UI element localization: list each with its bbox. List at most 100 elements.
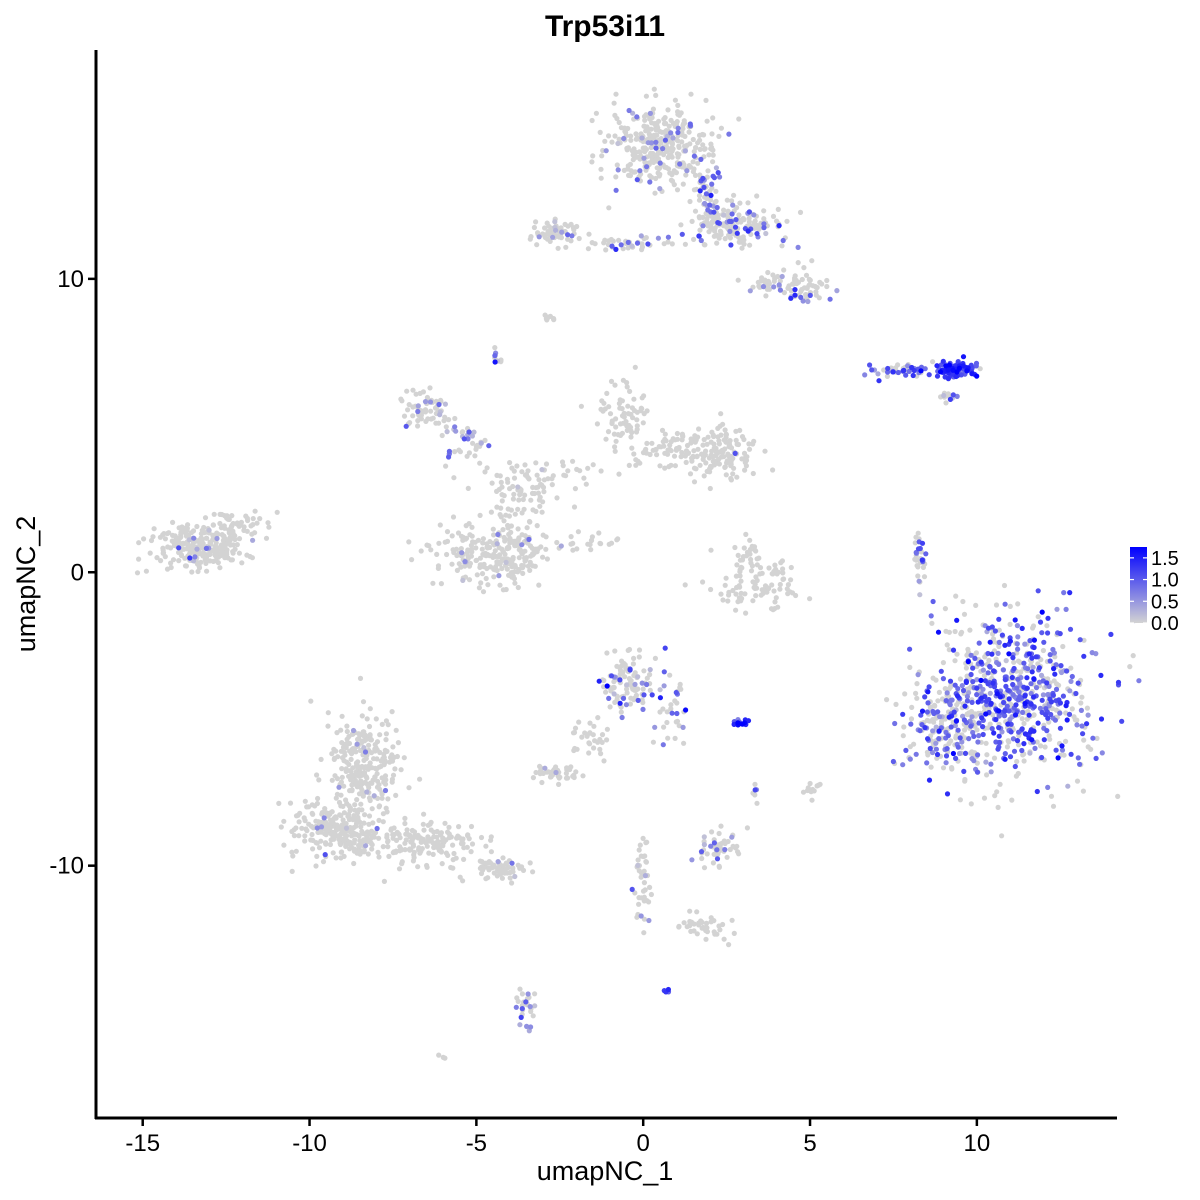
cell-point: [312, 803, 318, 809]
expressing-cell-point: [945, 733, 951, 739]
cell-point: [1074, 778, 1081, 784]
cell-point: [623, 666, 629, 672]
cell-point: [679, 449, 685, 456]
cell-point: [1050, 803, 1057, 809]
expressing-cell-point: [615, 167, 621, 173]
expressing-cell-point: [933, 724, 939, 730]
cell-point: [643, 93, 650, 99]
cell-point: [691, 928, 697, 934]
expressing-cell-point: [732, 224, 739, 230]
cell-point: [668, 439, 674, 445]
expressing-cell-point: [698, 237, 704, 244]
expressing-cell-point: [512, 873, 518, 880]
cell-point: [409, 837, 415, 844]
expressing-cell-point: [1002, 756, 1008, 762]
expressing-cell-point: [459, 550, 465, 556]
cell-point: [511, 468, 517, 474]
expressing-cell-point: [634, 177, 640, 183]
cell-point: [643, 446, 649, 452]
cell-point: [986, 657, 992, 664]
cell-point: [648, 174, 655, 180]
cell-point: [597, 540, 603, 546]
cell-point: [575, 529, 582, 535]
cell-point: [541, 477, 548, 483]
expressing-cell-point: [751, 212, 757, 218]
expressing-cell-point: [192, 554, 198, 560]
cell-point: [591, 723, 597, 729]
cell-point: [451, 475, 457, 481]
cell-point: [691, 921, 697, 927]
cell-point: [587, 720, 593, 726]
cell-point: [773, 566, 779, 573]
cell-point: [314, 772, 320, 778]
expressing-cell-point: [954, 393, 960, 399]
cell-point: [742, 591, 748, 597]
expressing-cell-point: [760, 284, 767, 290]
expressing-cell-point: [1002, 642, 1008, 648]
cell-point: [633, 131, 639, 137]
cell-point: [458, 533, 465, 539]
cell-point: [601, 400, 607, 406]
cell-point: [590, 153, 596, 159]
cell-point: [489, 480, 495, 486]
cell-point: [479, 546, 485, 552]
cell-point: [725, 838, 731, 845]
cell-point: [466, 577, 473, 583]
cell-point: [1038, 743, 1044, 749]
cell-point: [302, 818, 308, 824]
cell-point: [588, 547, 594, 553]
expressing-cell-point: [991, 730, 997, 736]
expressing-cell-point: [788, 295, 794, 301]
expressing-cell-point: [930, 598, 936, 605]
expressing-cell-point: [968, 671, 974, 678]
cell-point: [613, 174, 619, 180]
cell-point: [443, 424, 449, 430]
cell-point: [402, 815, 408, 822]
cell-point: [598, 175, 604, 181]
cell-point: [700, 442, 706, 448]
cell-point: [824, 277, 830, 284]
cell-point: [697, 227, 703, 233]
cell-point: [378, 763, 384, 770]
expressing-cell-point: [916, 578, 922, 584]
cell-point: [440, 843, 446, 849]
cell-point: [530, 1013, 536, 1019]
cell-point: [762, 583, 769, 589]
expressing-cell-point: [1015, 634, 1021, 640]
expressing-cell-point: [999, 632, 1006, 638]
cell-point: [648, 126, 654, 132]
cell-point: [390, 744, 396, 750]
cell-point: [625, 403, 631, 409]
cell-point: [571, 227, 577, 233]
expressing-cell-point: [989, 651, 995, 657]
expressing-cell-point: [925, 700, 931, 706]
cell-point: [218, 552, 224, 559]
expressing-cell-point: [1014, 738, 1021, 744]
cell-point: [505, 864, 511, 870]
cell-point: [200, 550, 206, 557]
cell-point: [143, 568, 149, 574]
colorbar-tick-label: 0.0: [1151, 613, 1179, 635]
expressing-cell-point: [1019, 747, 1025, 754]
expressing-cell-point: [943, 753, 950, 759]
cell-point: [389, 753, 395, 759]
cell-point: [747, 551, 753, 557]
expressing-cell-point: [362, 749, 369, 755]
expressing-cell-point: [959, 683, 965, 689]
cell-point: [610, 684, 616, 691]
expressing-cell-point: [519, 542, 525, 548]
cell-point: [824, 283, 830, 290]
cell-point: [585, 465, 591, 471]
expressing-cell-point: [729, 211, 735, 217]
cell-point: [661, 724, 667, 730]
cell-point: [563, 473, 569, 479]
expressing-cell-point: [717, 174, 723, 180]
cell-point: [334, 730, 340, 736]
expressing-cell-point: [527, 1004, 533, 1010]
cell-point: [515, 584, 521, 591]
expressing-cell-point: [997, 739, 1003, 746]
cell-point: [1069, 706, 1075, 712]
cell-point: [716, 830, 722, 837]
cell-point: [640, 888, 647, 894]
